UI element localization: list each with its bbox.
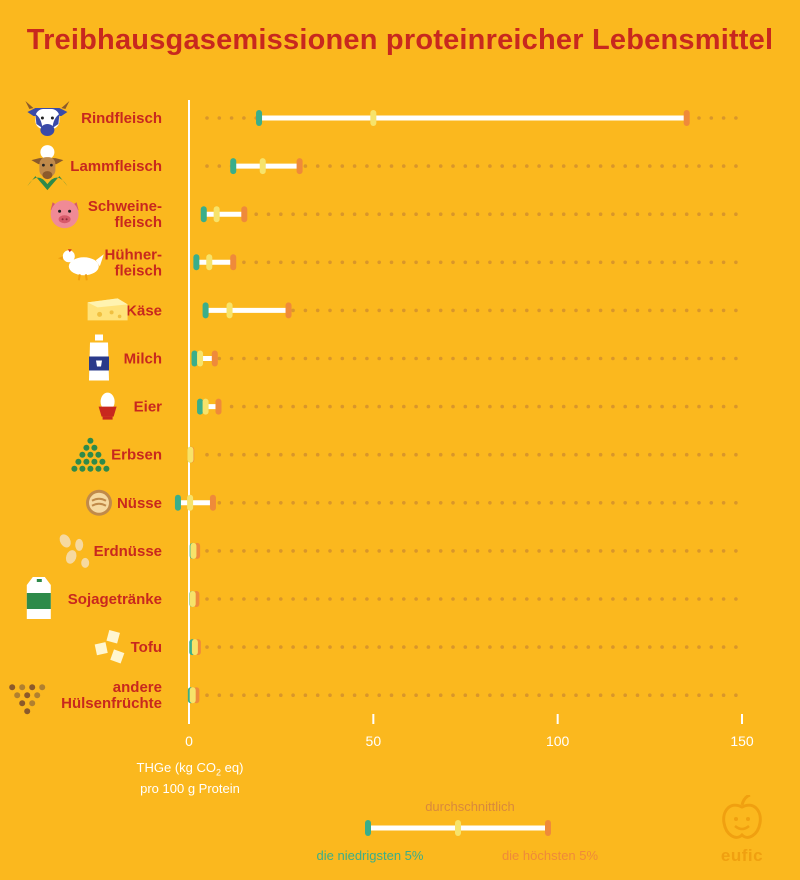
avg-marker xyxy=(202,398,209,415)
category-label: Eier xyxy=(134,399,163,416)
category-label: Milch xyxy=(124,351,162,368)
apple-logo-icon xyxy=(722,793,762,839)
chart-row: Erbsen xyxy=(71,437,738,472)
tick-label: 50 xyxy=(366,733,382,749)
legend-low-label: die niedrigsten 5% xyxy=(316,848,424,863)
low-marker xyxy=(191,350,198,367)
avg-marker xyxy=(206,254,213,271)
nuts-icon xyxy=(85,488,113,517)
row-guide-dots xyxy=(205,212,738,216)
chart-row: Sojagetränke xyxy=(26,577,738,619)
brand-name: eufic xyxy=(720,846,764,865)
category-label: Hühner-fleisch xyxy=(105,246,163,279)
avg-marker xyxy=(226,302,233,319)
legend-high-marker xyxy=(545,820,551,836)
x-axis: 0 50 100 150 xyxy=(185,714,754,749)
low-marker xyxy=(193,254,200,271)
chart-row: Lammfleisch xyxy=(27,145,738,191)
tick-label: 100 xyxy=(546,733,570,749)
chart-row: Erdnüsse xyxy=(57,532,738,568)
avg-marker xyxy=(213,206,220,223)
category-label: Schweine-fleisch xyxy=(88,198,162,231)
legumes-icon xyxy=(9,684,46,715)
cheese-icon xyxy=(87,298,128,321)
low-marker xyxy=(200,206,207,223)
category-label: Sojagetränke xyxy=(68,591,162,608)
avg-marker xyxy=(189,591,196,607)
avg-marker xyxy=(187,494,194,511)
avg-marker xyxy=(370,110,377,126)
row-guide-dots xyxy=(205,452,738,457)
high-marker xyxy=(683,110,690,126)
avg-marker xyxy=(259,158,266,175)
row-guide-dots xyxy=(205,501,738,505)
high-marker xyxy=(285,302,292,319)
row-guide-dots xyxy=(205,597,738,601)
avg-marker xyxy=(189,687,196,704)
low-marker xyxy=(202,302,209,319)
low-marker xyxy=(174,494,181,511)
avg-marker xyxy=(191,639,198,656)
row-guide-dots xyxy=(205,260,738,265)
chart-row: Eier xyxy=(98,392,738,420)
peanuts-icon xyxy=(57,532,90,568)
peas-icon xyxy=(71,437,110,472)
chart-row: Rindfleisch xyxy=(25,101,738,136)
chart-row: andere Hülsenfrüchte xyxy=(9,679,738,715)
legend-avg-marker xyxy=(455,820,461,836)
chart-row: Käse xyxy=(87,298,738,321)
low-marker xyxy=(197,398,204,415)
category-label: Erbsen xyxy=(111,447,162,464)
legend-avg-label: durchschnittlich xyxy=(425,799,515,814)
category-label: Lammfleisch xyxy=(70,158,162,175)
chart-row: Milch xyxy=(89,334,738,381)
chart-row: Nüsse xyxy=(85,488,738,517)
avg-marker xyxy=(187,446,194,463)
tick-label: 0 xyxy=(185,733,193,749)
row-guide-dots xyxy=(205,356,738,361)
legend-range xyxy=(365,820,551,836)
high-marker xyxy=(241,206,248,223)
high-marker xyxy=(215,398,222,415)
chart-rows: Rindfleisch Lammfleisch Schweine-fleisch Hü… xyxy=(9,101,738,715)
row-guide-dots xyxy=(205,549,738,553)
category-label: Käse xyxy=(126,302,162,319)
high-marker xyxy=(211,350,218,367)
chart-row: Tofu xyxy=(94,630,738,664)
category-label: Tofu xyxy=(131,639,162,656)
legend-high-label: die höchsten 5% xyxy=(501,848,599,863)
row-guide-dots xyxy=(205,693,738,697)
pig-icon xyxy=(50,200,79,229)
low-marker xyxy=(256,110,263,126)
x-axis-label: THGe (kg CO2 eq) pro 100 g Protein xyxy=(136,760,244,796)
eufic-logo: eufic xyxy=(712,793,772,866)
chicken-icon xyxy=(56,248,105,282)
category-label: andere Hülsenfrüchte xyxy=(61,679,162,712)
row-guide-dots xyxy=(205,404,738,409)
category-label: Nüsse xyxy=(117,495,162,512)
category-label: Erdnüsse xyxy=(94,543,162,560)
cow-icon xyxy=(25,101,70,136)
row-guide-dots xyxy=(205,645,738,649)
low-marker xyxy=(230,158,237,175)
chart-row: Schweine-fleisch xyxy=(50,198,738,231)
egg-icon xyxy=(98,392,117,420)
category-label: Rindfleisch xyxy=(81,110,162,127)
tick-label: 150 xyxy=(730,733,754,749)
avg-marker xyxy=(190,542,197,559)
high-marker xyxy=(230,254,237,271)
milk-bottle-icon xyxy=(89,334,109,381)
legend-low-marker xyxy=(365,820,371,836)
sheep-icon xyxy=(27,145,68,191)
soy-drink-icon xyxy=(26,577,51,619)
avg-marker xyxy=(197,350,204,367)
page-title: Treibhausgasemissionen proteinreicher Le… xyxy=(26,24,774,56)
chart-row: Hühner-fleisch xyxy=(56,246,738,282)
high-marker xyxy=(209,494,216,511)
tofu-icon xyxy=(94,630,125,664)
high-marker xyxy=(296,158,303,175)
